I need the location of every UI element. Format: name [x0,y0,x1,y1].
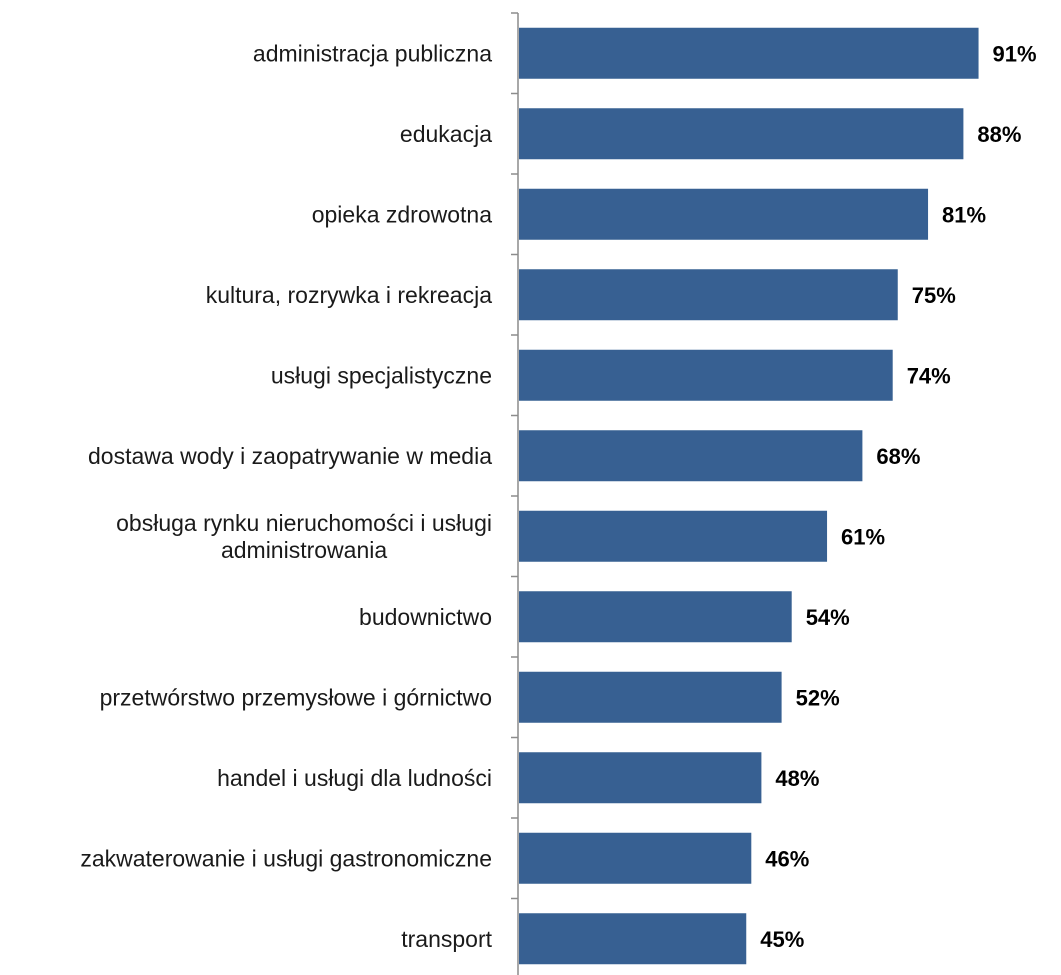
category-label: usługi specjalistyczne [271,362,492,388]
bar [519,671,782,723]
category-label: zakwaterowanie i usługi gastronomiczne [80,845,492,871]
category-label: handel i usługi dla ludności [217,765,492,791]
category-label: budownictwo [359,604,492,630]
bar [519,27,979,79]
bar [519,430,863,482]
data-label: 75% [912,283,956,308]
bar [519,188,929,240]
category-labels: administracja publiczna edukacja opieka zd… [80,40,492,952]
data-label: 48% [775,766,819,791]
category-label: administracja publiczna [253,40,492,66]
data-label: 91% [993,41,1037,66]
data-label: 61% [841,524,885,549]
category-label: obsługa rynku nieruchomości i usługi admi… [116,510,492,563]
bar [519,510,828,562]
bar [519,752,762,804]
category-label: dostawa wody i zaopatrywanie w media [88,443,492,469]
data-label: 68% [876,444,920,469]
category-label: transport [401,926,492,952]
data-label: 52% [796,685,840,710]
category-label: kultura, rozrywka i rekreacja [206,282,493,308]
category-label: przetwórstwo przemysłowe i górnictwo [100,684,492,710]
bar [519,591,792,643]
data-label: 54% [806,605,850,630]
data-label: 46% [765,846,809,871]
bar [519,913,747,965]
category-label: opieka zdrowotna [312,201,492,227]
data-label: 81% [942,202,986,227]
bar [519,832,752,884]
data-label: 88% [977,122,1021,147]
bar [519,349,893,401]
bar [519,269,898,321]
category-label: edukacja [400,121,492,147]
value-labels: 91% 88% 81% 75% 74% 68% 61% 54% 52% 48% 46% 45% [760,41,1036,952]
category-axis [511,12,519,975]
bars [519,27,979,965]
bar [519,108,964,160]
data-label: 74% [907,363,951,388]
data-label: 45% [760,927,804,952]
